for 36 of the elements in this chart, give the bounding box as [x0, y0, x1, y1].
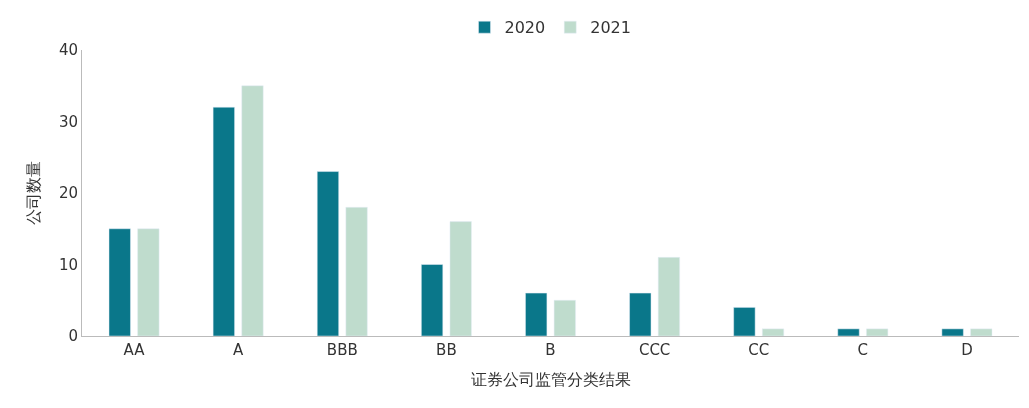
bar: [212, 106, 235, 336]
bar: [316, 171, 339, 336]
x-tick-label: B: [545, 341, 556, 359]
x-tick-label: A: [233, 341, 245, 359]
bar: [629, 292, 652, 336]
bar: [137, 228, 160, 336]
y-tick-label: 0: [68, 327, 78, 346]
bar: [525, 292, 548, 336]
x-tick-label: CCC: [638, 341, 671, 359]
x-tick-label: C: [857, 341, 869, 359]
x-tick-label: AA: [123, 341, 146, 359]
bar: [108, 228, 131, 336]
x-tick-label: D: [961, 341, 973, 359]
legend-label: 2021: [590, 18, 631, 38]
bar: [421, 264, 444, 336]
y-tick-label: 40: [58, 41, 78, 60]
bar: [837, 328, 860, 336]
bar: [866, 328, 889, 336]
y-tick-label: 10: [58, 255, 78, 274]
bar: [449, 221, 472, 336]
bar: [657, 257, 680, 336]
x-tick-label: BB: [436, 341, 457, 359]
x-tick-label: CC: [748, 341, 770, 359]
bar: [762, 328, 785, 336]
bar: [970, 328, 993, 336]
y-tick-label: 20: [58, 184, 78, 203]
bar: [553, 300, 576, 336]
bar: [733, 307, 756, 336]
x-tick-label: BBB: [326, 341, 358, 359]
bar: [941, 328, 964, 336]
bar: [345, 207, 368, 336]
y-axis-title: 公司数量: [23, 161, 43, 225]
x-axis-title: 证券公司监管分类结果: [470, 369, 631, 389]
legend-label: 2020: [504, 18, 546, 38]
y-tick-label: 30: [58, 112, 78, 131]
bar: [241, 85, 264, 336]
